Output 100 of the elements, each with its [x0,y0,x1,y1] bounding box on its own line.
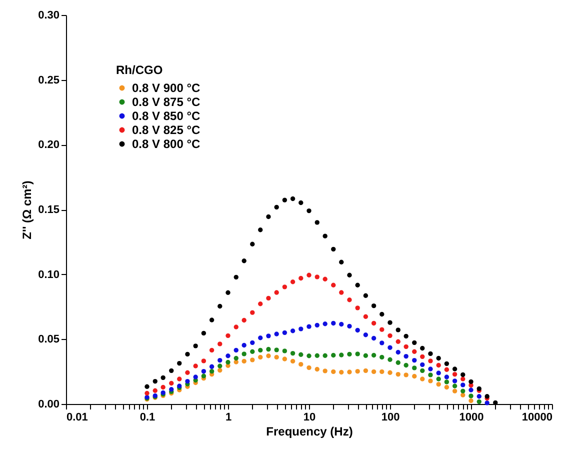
point [290,350,296,356]
point [185,378,190,384]
point [218,342,222,346]
x-tick-label: 1000 [459,412,484,424]
point [209,364,214,369]
point [144,384,150,389]
point [452,378,458,384]
point [388,357,392,362]
point [306,365,312,370]
point [314,353,320,358]
point [314,274,320,280]
point [460,388,466,394]
point [444,374,450,380]
point [460,376,466,382]
point [298,276,304,281]
point [298,326,304,332]
y-tick-label: 0.05 [38,334,60,346]
point [363,353,368,358]
point [314,220,320,225]
point [201,358,206,364]
point [274,354,279,360]
point [298,352,304,357]
point [331,352,336,358]
point [355,328,360,333]
point [185,370,190,375]
point [226,360,230,365]
point [436,370,441,376]
point [250,358,255,362]
point [218,368,222,373]
point [428,378,433,384]
point [436,376,441,382]
point [290,358,296,364]
point [404,344,408,350]
legend-label: 0.8 V 825 °C [132,123,201,137]
y-tick-label: 0.20 [38,139,60,152]
point [322,353,328,358]
point [436,356,441,361]
point [388,370,392,375]
point [339,370,344,375]
point [444,361,450,366]
y-tick-label: 0.25 [38,74,60,86]
point [476,399,482,404]
point [420,354,425,360]
point [436,362,441,368]
point [250,349,255,354]
point [339,352,344,358]
point [250,310,255,315]
point [428,358,433,364]
point [226,333,230,338]
point [347,298,352,302]
point [444,380,450,384]
point [347,324,352,329]
legend-label: 0.8 V 800 °C [132,137,201,151]
point [452,372,458,377]
point [412,340,417,346]
point [380,340,384,346]
point [193,364,198,368]
point [396,372,400,377]
point [420,362,425,368]
point [169,387,174,392]
point [331,320,336,326]
x-tick-label: 1 [225,412,232,424]
point [282,330,288,336]
point [282,348,288,354]
point [452,366,458,372]
point [444,367,450,372]
point [144,390,150,396]
point [242,318,246,323]
point [460,372,466,378]
point [322,234,328,238]
point [363,368,368,374]
point [380,369,384,374]
point [290,280,296,284]
point [258,302,263,306]
point [396,350,400,355]
point [371,352,376,358]
point [404,354,408,359]
point [363,314,368,319]
point [371,336,376,341]
point [250,242,255,246]
x-tick-label: 0.1 [140,412,156,424]
point [452,388,458,394]
point [460,382,466,388]
point [355,352,360,356]
point [266,214,271,220]
point [266,346,271,352]
point [201,330,206,336]
point [266,354,271,358]
point [218,364,222,368]
point [468,394,474,398]
point [298,362,304,367]
point [322,322,328,326]
point [209,318,214,322]
point [347,370,352,374]
point [355,282,360,288]
point [388,320,392,325]
x-tick-label: 0.01 [66,412,88,424]
point [412,349,417,354]
point [444,384,450,390]
point [169,380,174,386]
